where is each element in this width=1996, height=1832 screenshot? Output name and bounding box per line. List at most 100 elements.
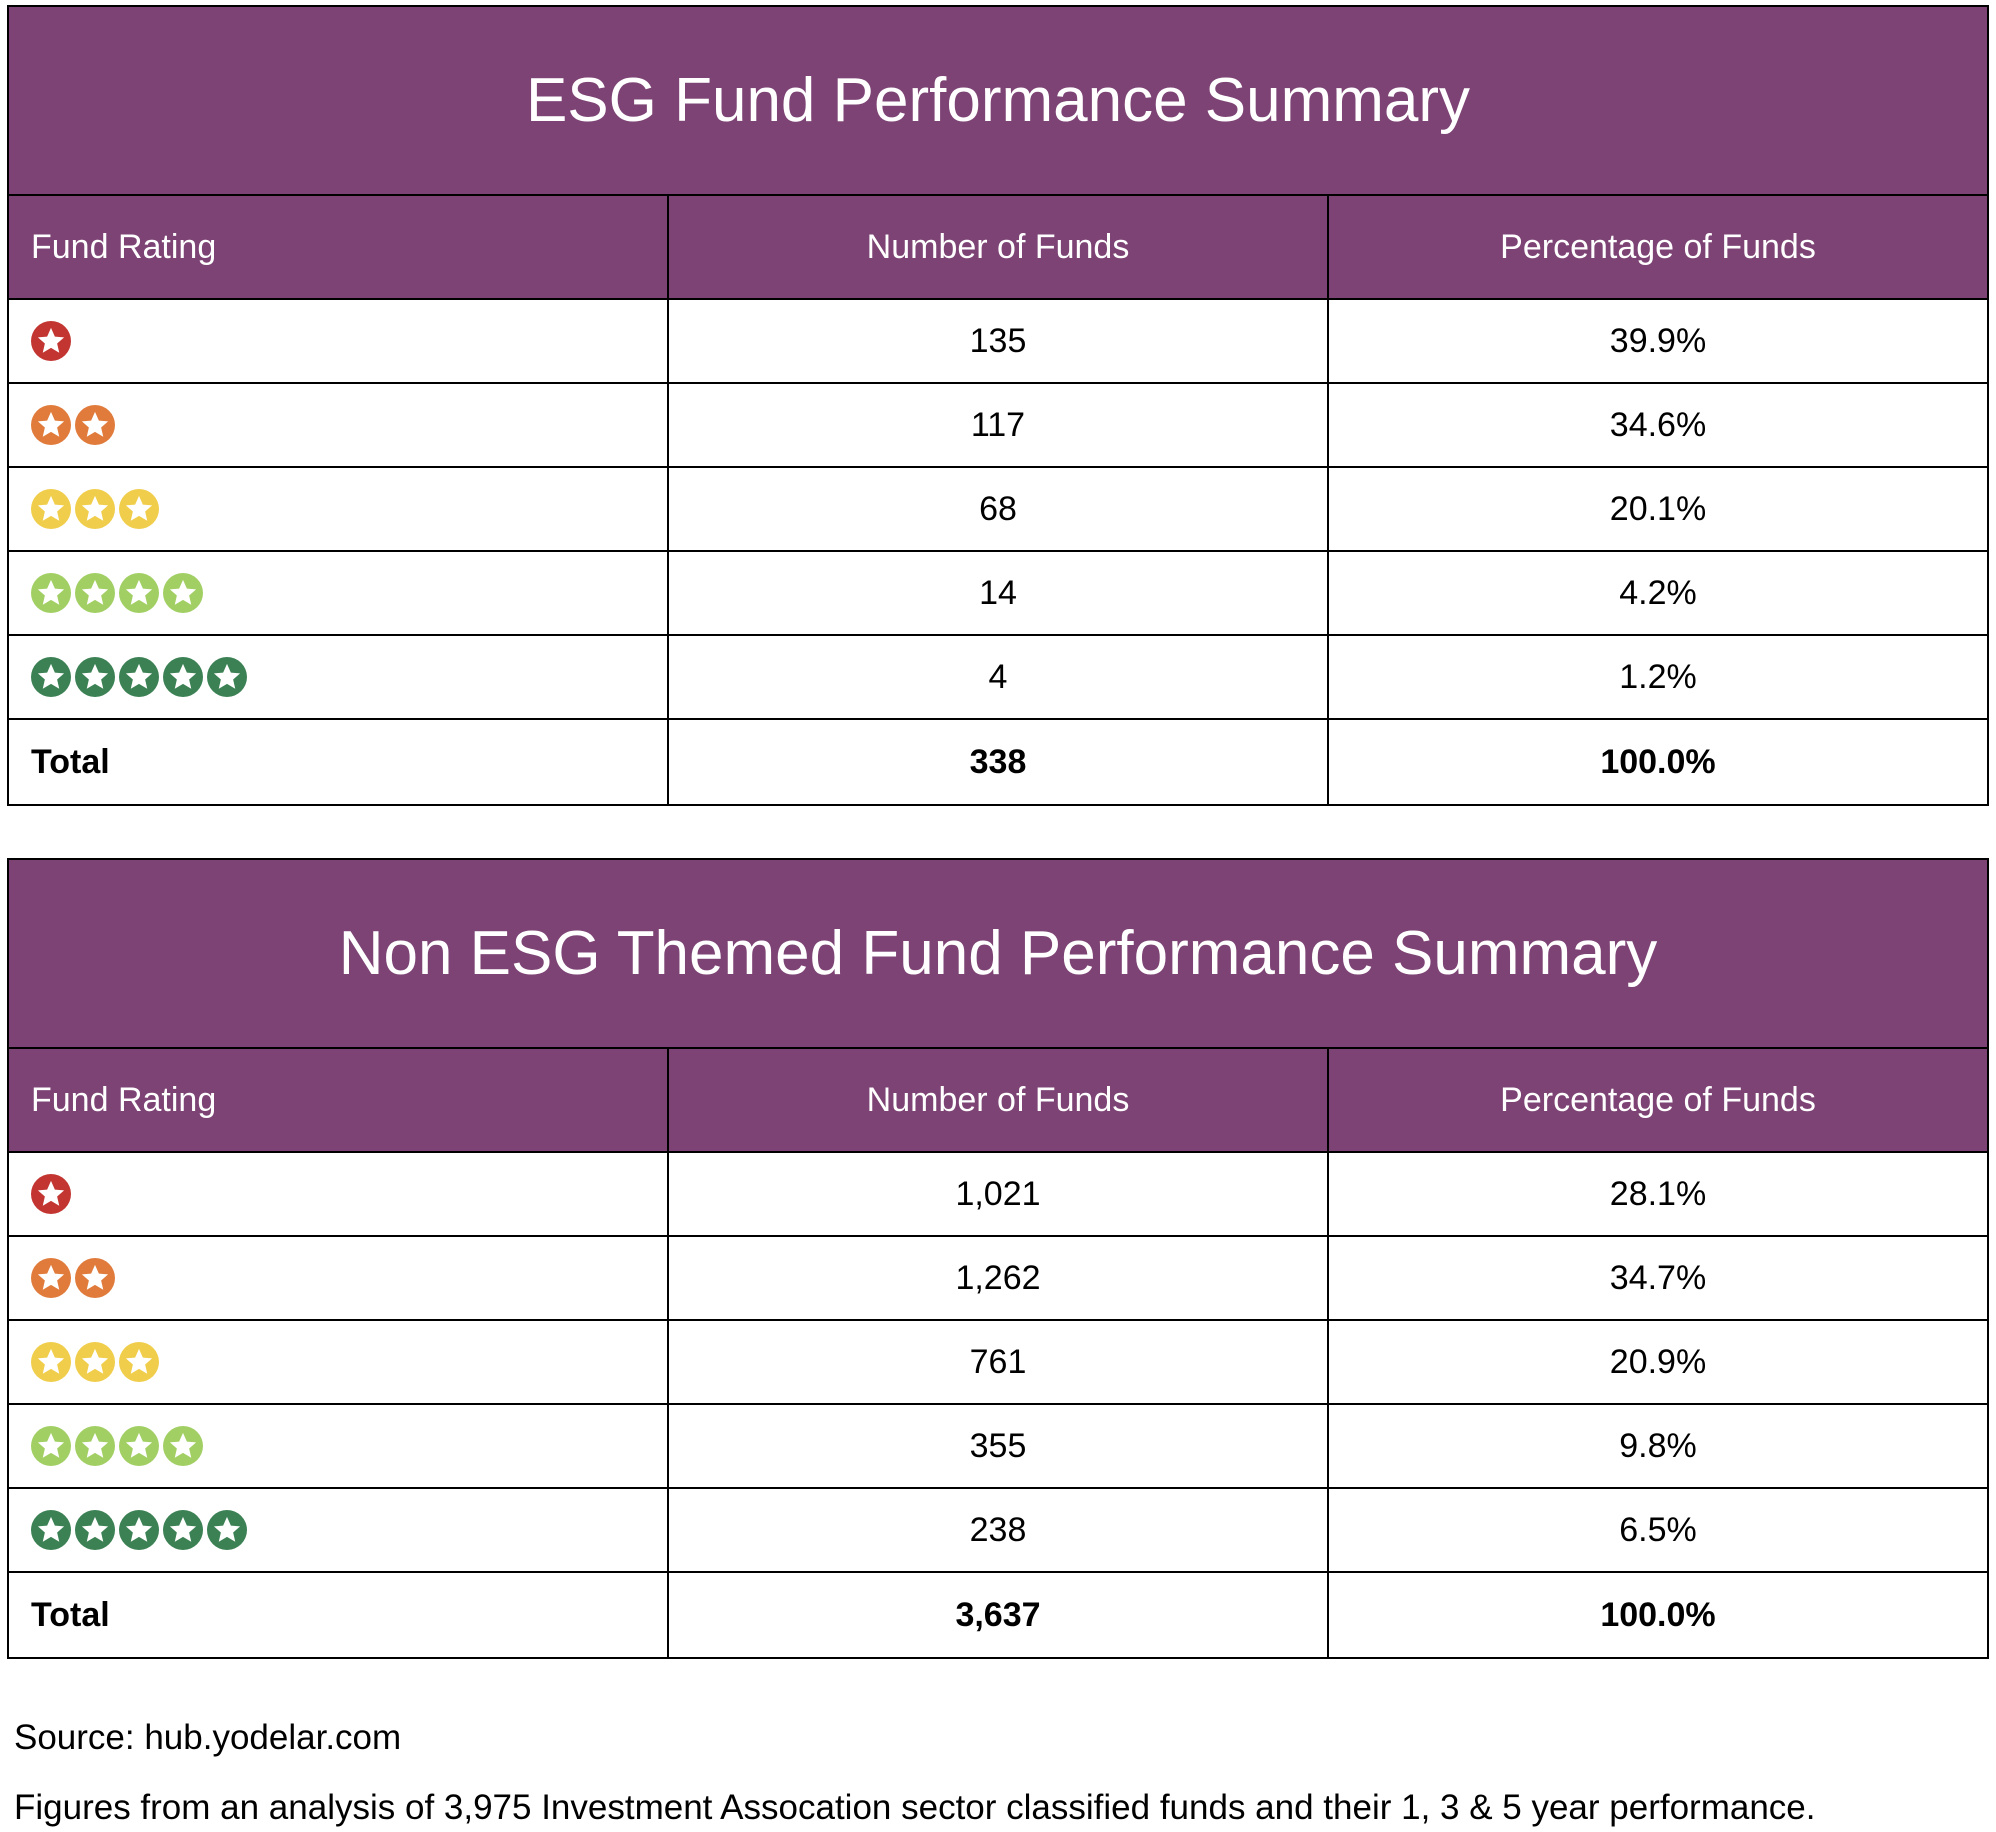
table-row: 14 4.2% xyxy=(9,552,1987,636)
fund-summary-table: Non ESG Themed Fund Performance Summary … xyxy=(7,858,1989,1659)
total-label: Total xyxy=(9,1573,669,1657)
footnote-text: Figures from an analysis of 3,975 Invest… xyxy=(14,1788,1816,1827)
table-row: 355 9.8% xyxy=(9,1405,1987,1489)
fund-percentage-cell: 34.7% xyxy=(1609,1258,1707,1297)
total-row: Total 3,637 100.0% xyxy=(9,1573,1987,1657)
star-icon xyxy=(163,657,203,697)
rating-cell xyxy=(9,468,669,550)
total-percentage: 100.0% xyxy=(1600,742,1716,781)
total-count: 3,637 xyxy=(669,1573,1329,1657)
table-row: 68 20.1% xyxy=(9,468,1987,552)
table-row: 1,262 34.7% xyxy=(9,1237,1987,1321)
star-rating xyxy=(31,1258,115,1298)
star-icon xyxy=(31,405,71,445)
star-icon xyxy=(31,1510,71,1550)
star-icon xyxy=(163,1510,203,1550)
star-rating xyxy=(31,321,71,361)
fund-count-cell: 68 xyxy=(669,468,1329,550)
rating-cell xyxy=(9,552,669,634)
star-icon xyxy=(119,1342,159,1382)
fund-percentage-cell: 4.2% xyxy=(1619,573,1697,612)
table-header-row: Fund Rating Number of Funds Percentage o… xyxy=(9,196,1987,300)
column-header-percentage: Percentage of Funds xyxy=(1500,227,1816,266)
fund-percentage-cell: 1.2% xyxy=(1619,657,1697,696)
fund-percentage-cell: 6.5% xyxy=(1619,1510,1697,1549)
fund-count-cell: 1,021 xyxy=(669,1153,1329,1235)
star-icon xyxy=(119,489,159,529)
star-icon xyxy=(75,1426,115,1466)
star-icon xyxy=(75,573,115,613)
star-icon xyxy=(31,489,71,529)
star-rating xyxy=(31,1510,247,1550)
fund-count-cell: 135 xyxy=(669,300,1329,382)
fund-count-cell: 14 xyxy=(669,552,1329,634)
star-icon xyxy=(31,1342,71,1382)
table-row: 238 6.5% xyxy=(9,1489,1987,1573)
rating-cell xyxy=(9,636,669,718)
fund-count-cell: 355 xyxy=(669,1405,1329,1487)
total-row: Total 338 100.0% xyxy=(9,720,1987,804)
rating-cell xyxy=(9,1489,669,1571)
rating-cell xyxy=(9,1237,669,1319)
rating-cell xyxy=(9,1153,669,1235)
star-icon xyxy=(75,1510,115,1550)
fund-count-cell: 1,262 xyxy=(669,1237,1329,1319)
total-count: 338 xyxy=(669,720,1329,804)
table-title: ESG Fund Performance Summary xyxy=(9,7,1987,196)
table-row: 1,021 28.1% xyxy=(9,1153,1987,1237)
total-label: Total xyxy=(9,720,669,804)
fund-percentage-cell: 20.9% xyxy=(1609,1342,1707,1381)
fund-percentage-cell: 39.9% xyxy=(1609,321,1707,360)
star-icon xyxy=(207,1510,247,1550)
star-icon xyxy=(31,657,71,697)
star-icon xyxy=(75,657,115,697)
star-icon xyxy=(31,1426,71,1466)
column-header-rating: Fund Rating xyxy=(9,196,669,298)
star-rating xyxy=(31,1174,71,1214)
fund-summary-table: ESG Fund Performance Summary Fund Rating… xyxy=(7,5,1989,806)
fund-percentage-cell: 34.6% xyxy=(1609,405,1707,444)
column-header-count: Number of Funds xyxy=(669,1049,1329,1151)
star-icon xyxy=(31,1258,71,1298)
table-row: 761 20.9% xyxy=(9,1321,1987,1405)
fund-count-cell: 238 xyxy=(669,1489,1329,1571)
star-icon xyxy=(163,1426,203,1466)
star-icon xyxy=(31,573,71,613)
total-percentage: 100.0% xyxy=(1600,1595,1716,1634)
column-header-count: Number of Funds xyxy=(669,196,1329,298)
fund-percentage-cell: 28.1% xyxy=(1609,1174,1707,1213)
star-rating xyxy=(31,657,247,697)
star-rating xyxy=(31,1426,203,1466)
star-icon xyxy=(119,657,159,697)
star-rating xyxy=(31,489,159,529)
star-rating xyxy=(31,405,115,445)
star-icon xyxy=(207,657,247,697)
table-row: 135 39.9% xyxy=(9,300,1987,384)
rating-cell xyxy=(9,384,669,466)
table-title: Non ESG Themed Fund Performance Summary xyxy=(9,860,1987,1049)
star-icon xyxy=(31,1174,71,1214)
rating-cell xyxy=(9,1405,669,1487)
column-header-rating: Fund Rating xyxy=(9,1049,669,1151)
rating-cell xyxy=(9,1321,669,1403)
table-row: 117 34.6% xyxy=(9,384,1987,468)
source-text: Source: hub.yodelar.com xyxy=(14,1718,402,1757)
star-icon xyxy=(119,1510,159,1550)
table-header-row: Fund Rating Number of Funds Percentage o… xyxy=(9,1049,1987,1153)
star-icon xyxy=(75,489,115,529)
star-rating xyxy=(31,573,203,613)
fund-count-cell: 117 xyxy=(669,384,1329,466)
fund-count-cell: 4 xyxy=(669,636,1329,718)
fund-percentage-cell: 9.8% xyxy=(1619,1426,1697,1465)
fund-count-cell: 761 xyxy=(669,1321,1329,1403)
column-header-percentage: Percentage of Funds xyxy=(1500,1080,1816,1119)
fund-percentage-cell: 20.1% xyxy=(1609,489,1707,528)
star-icon xyxy=(163,573,203,613)
star-icon xyxy=(119,1426,159,1466)
table-row: 4 1.2% xyxy=(9,636,1987,720)
star-icon xyxy=(75,1258,115,1298)
rating-cell xyxy=(9,300,669,382)
star-icon xyxy=(75,405,115,445)
star-icon xyxy=(119,573,159,613)
star-rating xyxy=(31,1342,159,1382)
